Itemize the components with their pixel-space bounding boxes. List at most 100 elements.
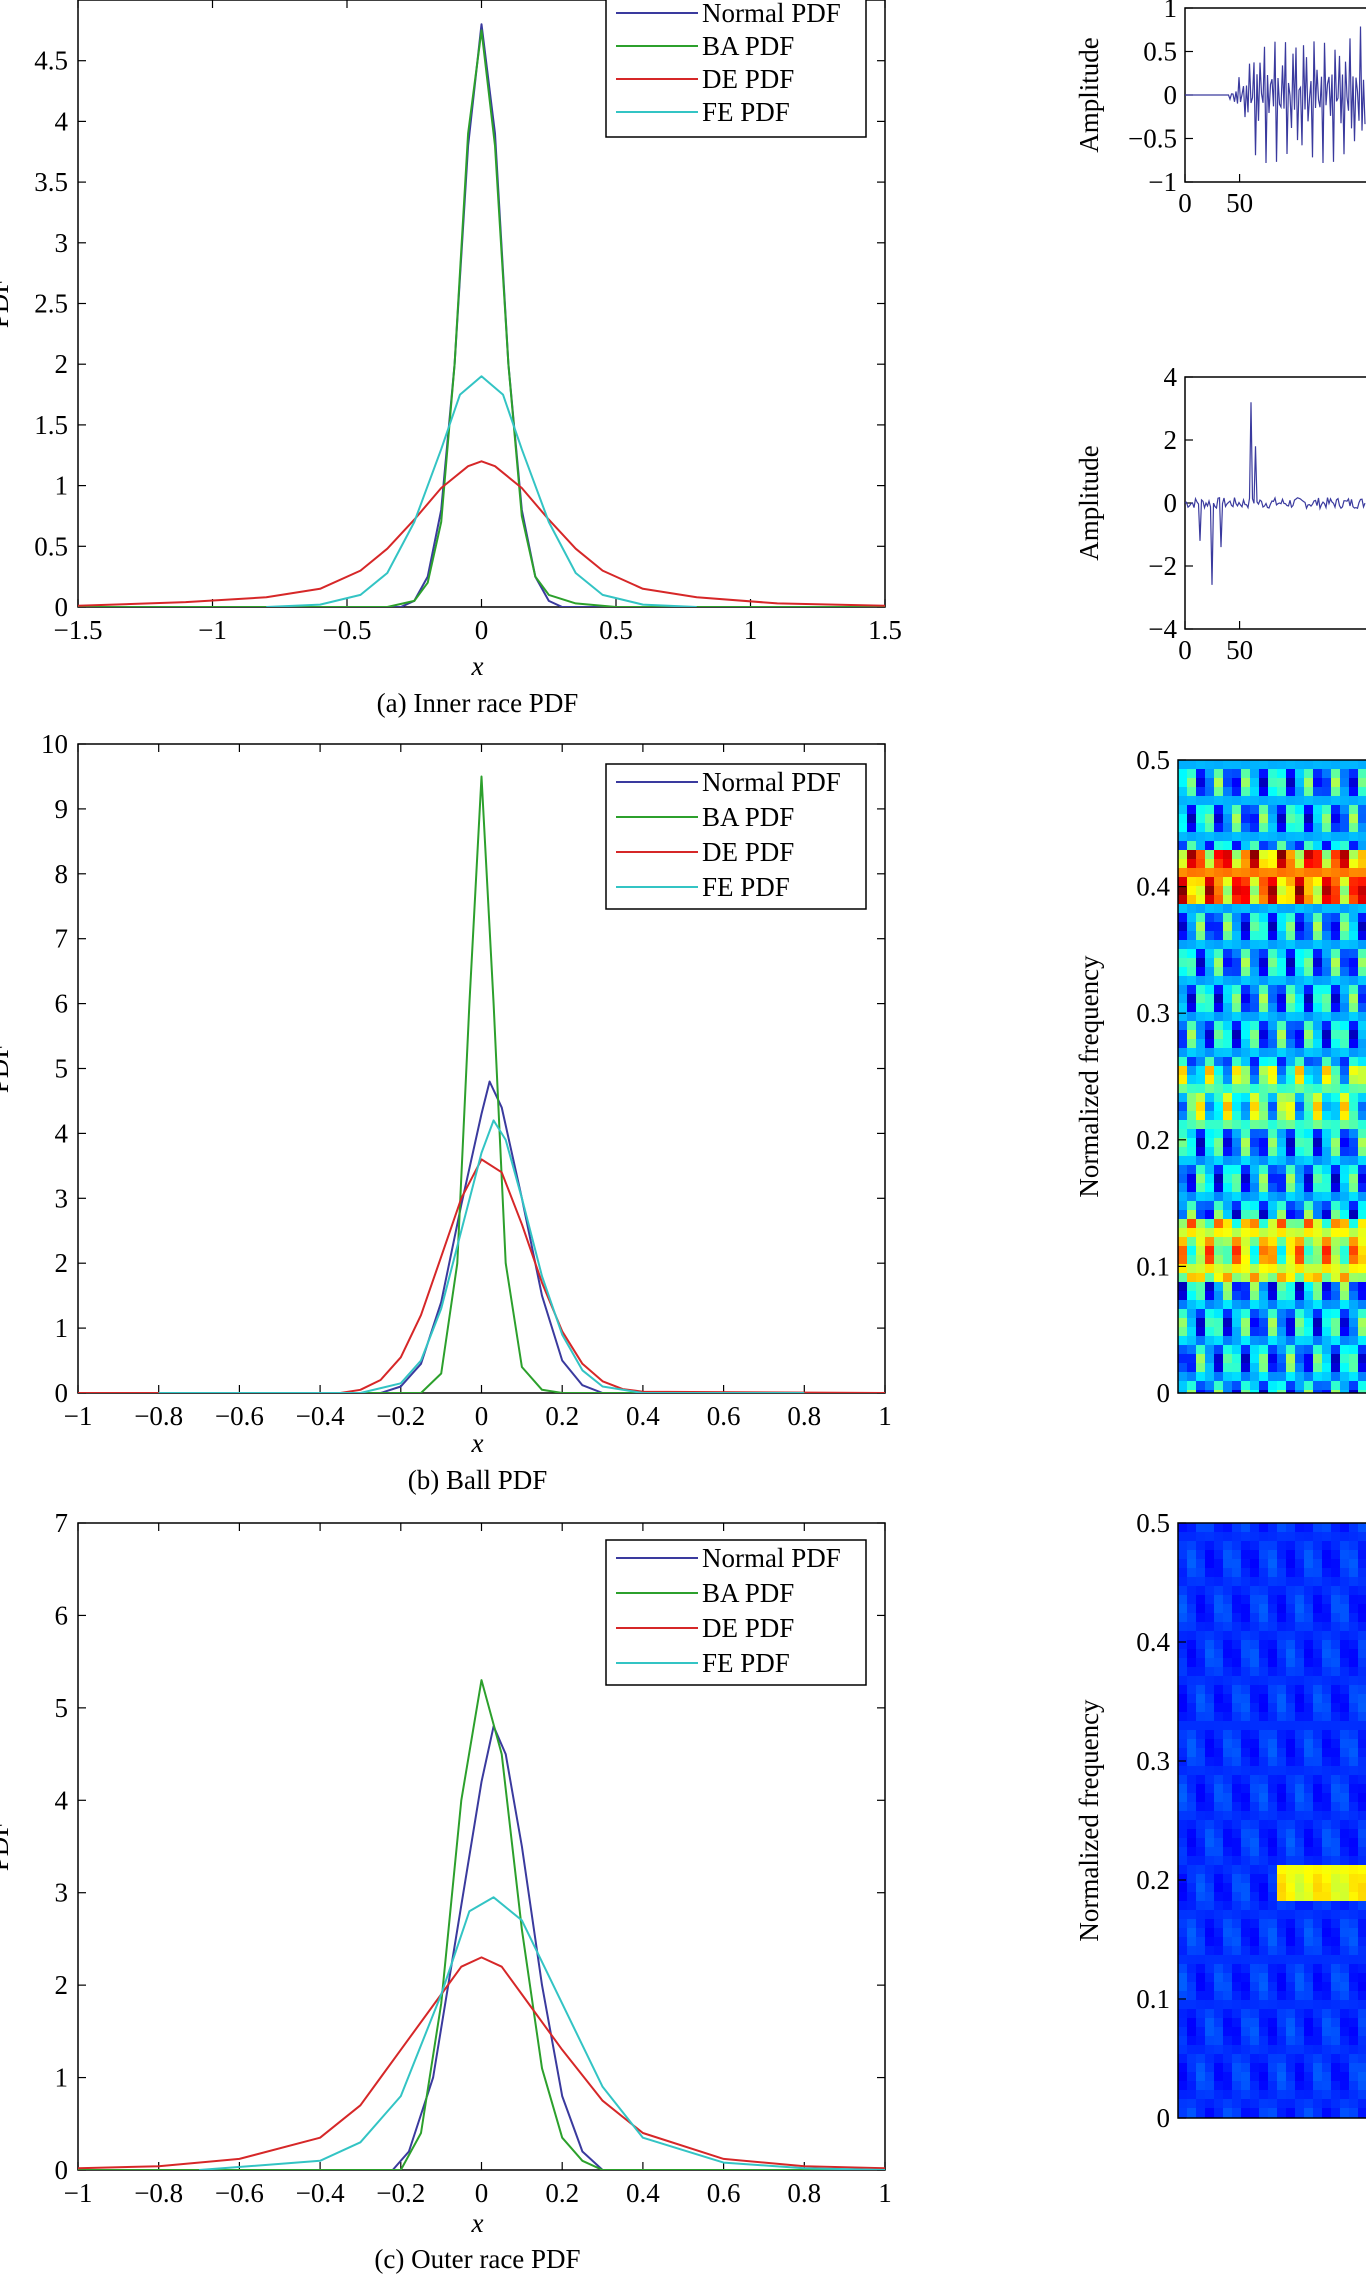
heat-cell bbox=[1241, 1102, 1251, 1112]
heat-cell bbox=[1331, 1694, 1341, 1704]
heat-cell bbox=[1340, 1883, 1350, 1893]
heat-cell bbox=[1340, 1829, 1350, 1839]
heat-cell bbox=[1187, 1982, 1197, 1992]
heat-cell bbox=[1331, 877, 1341, 887]
heat-cell bbox=[1331, 1658, 1341, 1668]
heat-cell bbox=[1295, 1300, 1305, 1310]
heat-cell bbox=[1178, 1129, 1188, 1139]
x-tick-label: −0.8 bbox=[134, 1401, 183, 1431]
heat-cell bbox=[1178, 1766, 1188, 1776]
heat-cell bbox=[1241, 1622, 1251, 1632]
heat-cell bbox=[1349, 949, 1359, 959]
heat-cell bbox=[1178, 1892, 1188, 1902]
heat-cell bbox=[1286, 1685, 1296, 1695]
heat-cell bbox=[1214, 1847, 1224, 1857]
heat-cell bbox=[1232, 1192, 1242, 1202]
y-tick-label: −2 bbox=[1148, 551, 1177, 581]
heat-cell bbox=[1223, 1748, 1233, 1758]
x-tick-label: 50 bbox=[1226, 188, 1253, 218]
heat-cell bbox=[1259, 2018, 1269, 2028]
heat-cell bbox=[1331, 1586, 1341, 1596]
heat-cell bbox=[1241, 1838, 1251, 1848]
heat-cell bbox=[1214, 823, 1224, 833]
heat-cell bbox=[1349, 1201, 1359, 1211]
heat-cell bbox=[1268, 859, 1278, 869]
heat-cell bbox=[1241, 1559, 1251, 1569]
heat-cell bbox=[1322, 1775, 1332, 1785]
heat-cell bbox=[1358, 805, 1366, 815]
heat-cell bbox=[1178, 1381, 1188, 1391]
series-line bbox=[266, 375, 697, 607]
heat-cell bbox=[1304, 1066, 1314, 1076]
heat-cell bbox=[1322, 886, 1332, 896]
y-tick-label: 4.5 bbox=[34, 46, 68, 76]
heat-cell bbox=[1205, 1255, 1215, 1265]
heat-cell bbox=[1214, 1937, 1224, 1947]
heat-cell bbox=[1349, 805, 1359, 815]
heat-cell bbox=[1295, 1793, 1305, 1803]
heat-cell bbox=[1187, 1541, 1197, 1551]
heat-cell bbox=[1268, 2036, 1278, 2046]
heat-cell bbox=[1295, 940, 1305, 950]
heat-cell bbox=[1232, 1595, 1242, 1605]
heat-cell bbox=[1232, 1541, 1242, 1551]
heat-cell bbox=[1205, 1129, 1215, 1139]
heat-cell bbox=[1322, 1577, 1332, 1587]
heat-cell bbox=[1250, 1838, 1260, 1848]
heat-cell bbox=[1340, 1685, 1350, 1695]
heat-cell bbox=[1277, 760, 1287, 770]
heat-cell bbox=[1331, 1577, 1341, 1587]
y-tick-label: 5 bbox=[55, 1054, 69, 1084]
heat-cell bbox=[1187, 1856, 1197, 1866]
heat-cell bbox=[1286, 1111, 1296, 1121]
heat-cell bbox=[1178, 1138, 1188, 1148]
heat-cell bbox=[1349, 976, 1359, 986]
heat-cell bbox=[1268, 1973, 1278, 1983]
heat-cell bbox=[1241, 1955, 1251, 1965]
heat-cell bbox=[1313, 1012, 1323, 1022]
heat-cell bbox=[1277, 1102, 1287, 1112]
heat-cell bbox=[1250, 1982, 1260, 1992]
heat-cell bbox=[1250, 1183, 1260, 1193]
heat-cell bbox=[1277, 1982, 1287, 1992]
heat-cell bbox=[1313, 1730, 1323, 1740]
heat-cell bbox=[1214, 1964, 1224, 1974]
heat-cell bbox=[1322, 1784, 1332, 1794]
heat-cell bbox=[1187, 967, 1197, 977]
heat-cell bbox=[1340, 1550, 1350, 1560]
heat-cell bbox=[1205, 1946, 1215, 1956]
heat-cell bbox=[1286, 1712, 1296, 1722]
heat-cell bbox=[1214, 1165, 1224, 1175]
heat-cell bbox=[1178, 1631, 1188, 1641]
heat-cell bbox=[1340, 1802, 1350, 1812]
heat-cell bbox=[1196, 814, 1206, 824]
heat-cell bbox=[1295, 1550, 1305, 1560]
heat-cell bbox=[1232, 2045, 1242, 2055]
heat-cell bbox=[1250, 2009, 1260, 2019]
heat-cell bbox=[1241, 1748, 1251, 1758]
heat-cell bbox=[1313, 1363, 1323, 1373]
heat-cell bbox=[1232, 1955, 1242, 1965]
heat-cell bbox=[1205, 1246, 1215, 1256]
heat-cell bbox=[1250, 1138, 1260, 1148]
heat-cell bbox=[1259, 1282, 1269, 1292]
heat-cell bbox=[1277, 1345, 1287, 1355]
y-tick-label: 3 bbox=[55, 1878, 69, 1908]
heat-cell bbox=[1349, 1255, 1359, 1265]
heat-cell bbox=[1358, 841, 1366, 851]
heat-cell bbox=[1232, 850, 1242, 860]
heat-cell bbox=[1205, 1066, 1215, 1076]
heat-cell bbox=[1250, 1991, 1260, 2001]
heat-cell bbox=[1250, 949, 1260, 959]
heat-cell bbox=[1178, 2018, 1188, 2028]
heat-cell bbox=[1214, 1946, 1224, 1956]
heat-cell bbox=[1268, 1192, 1278, 1202]
heat-cell bbox=[1313, 841, 1323, 851]
heat-cell bbox=[1349, 1946, 1359, 1956]
heat-cell bbox=[1331, 1811, 1341, 1821]
heat-cell bbox=[1178, 1327, 1188, 1337]
heat-cell bbox=[1358, 1309, 1366, 1319]
heat-cell bbox=[1340, 2000, 1350, 2010]
heat-cell bbox=[1205, 1523, 1215, 1533]
heat-cell bbox=[1187, 1201, 1197, 1211]
